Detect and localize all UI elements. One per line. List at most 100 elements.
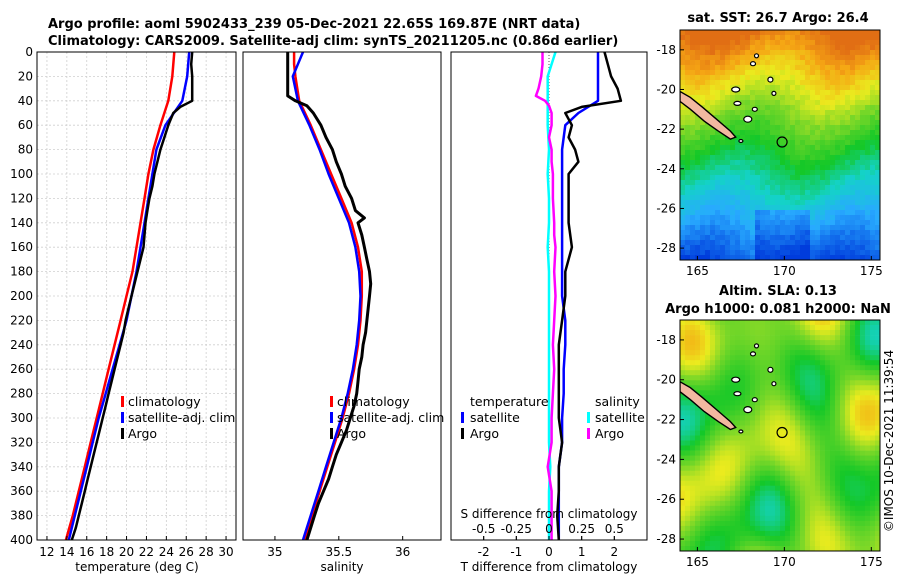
sst-cell [865, 210, 871, 216]
sst-cell [860, 230, 866, 236]
sla-cell [805, 430, 811, 436]
sla-cell [845, 410, 851, 416]
sst-cell [785, 125, 791, 131]
sst-cell [690, 95, 696, 101]
sst-cell [795, 35, 801, 41]
sst-cell [830, 115, 836, 121]
sst-cell [680, 210, 686, 216]
sst-cell [830, 220, 836, 226]
sla-cell [715, 450, 721, 456]
s-difference-x-tick-label: -0.25 [501, 522, 532, 536]
sla-cell [710, 485, 716, 492]
sla-cell [740, 541, 746, 547]
sst-cell [825, 50, 831, 56]
sla-cell [740, 385, 746, 391]
sst-cell [705, 210, 711, 216]
sst-cell [825, 230, 831, 236]
sla-cell [835, 495, 841, 502]
t-difference-x-tick-label: 1 [578, 545, 586, 559]
sla-cell [855, 495, 861, 502]
sst-cell [715, 150, 721, 156]
sst-cell [770, 175, 776, 181]
difference-panel: -2 -1 0 1 2 -0.5 -0.25 0 0.25 0.5 T difference f… [450, 51, 648, 574]
sst-cell [775, 135, 781, 141]
sst-cell [705, 60, 711, 66]
sst-cell [855, 180, 861, 186]
sst-cell [690, 225, 696, 231]
sst-cell [875, 220, 880, 226]
sla-cell [690, 340, 696, 346]
sst-cell [850, 190, 856, 196]
sla-cell [810, 375, 816, 381]
sst-cell [730, 100, 736, 106]
sst-cell [770, 250, 776, 256]
sla-cell [840, 475, 846, 482]
sla-cell [790, 530, 796, 537]
sla-cell [870, 435, 876, 441]
sla-cell [825, 325, 831, 331]
sla-cell [845, 325, 851, 331]
sst-cell [710, 130, 716, 136]
sst-cell [700, 80, 706, 86]
sst-cell [815, 220, 821, 226]
sla-cell [865, 380, 871, 386]
sst-cell [810, 170, 816, 176]
sla-cell [695, 515, 701, 522]
sst-cell [790, 70, 796, 76]
sst-cell [775, 255, 781, 260]
sla-cell [855, 465, 861, 471]
sst-cell [845, 35, 851, 41]
sla-cell [690, 430, 696, 436]
sst-cell [840, 115, 846, 121]
sla-cell [695, 385, 701, 391]
sst-cell [730, 180, 736, 186]
sla-cell [770, 515, 776, 522]
sst-cell [785, 90, 791, 96]
sst-cell [850, 230, 856, 236]
sst-cell [800, 100, 806, 106]
sst-cell [790, 65, 796, 71]
sst-cell [860, 100, 866, 106]
sst-cell [870, 80, 876, 86]
sla-cell [715, 440, 721, 446]
sst-cell [870, 225, 876, 231]
temperature-x-tick-label: 26 [179, 545, 194, 559]
sst-cell [715, 195, 721, 201]
sst-cell [860, 110, 866, 116]
salinity-satellite-line [291, 51, 362, 541]
sla-cell [760, 325, 766, 331]
sst-cell [765, 255, 771, 260]
sst-cell [830, 150, 836, 156]
sla-cell [720, 445, 726, 451]
sla-cell [825, 546, 831, 551]
sst-cell [795, 75, 801, 81]
sst-cell [765, 155, 771, 161]
sla-cell [695, 435, 701, 441]
sla-cell [730, 460, 736, 466]
sla-cell [845, 375, 851, 381]
sla-cell [815, 410, 821, 416]
sla-cell [805, 395, 811, 401]
sst-cell [790, 60, 796, 66]
sst-cell [725, 115, 731, 121]
sst-cell [760, 80, 766, 86]
sla-cell [825, 530, 831, 537]
depth-tick-label: 140 [10, 216, 33, 230]
sst-cell [780, 230, 786, 236]
sla-cell [840, 365, 846, 371]
sla-cell [690, 450, 696, 456]
sst-cell [840, 120, 846, 126]
sla-cell [825, 505, 831, 512]
sst-cell [825, 30, 831, 36]
sst-cell [715, 45, 721, 51]
sst-cell [760, 170, 766, 176]
sst-cell [865, 195, 871, 201]
sla-cell [850, 375, 856, 381]
sst-cell [790, 195, 796, 201]
sla-cell [720, 370, 726, 376]
sst-cell [840, 30, 846, 36]
sst-cell [830, 140, 836, 146]
sla-cell [745, 505, 751, 512]
sst-cell [750, 170, 756, 176]
sst-cell [815, 50, 821, 56]
